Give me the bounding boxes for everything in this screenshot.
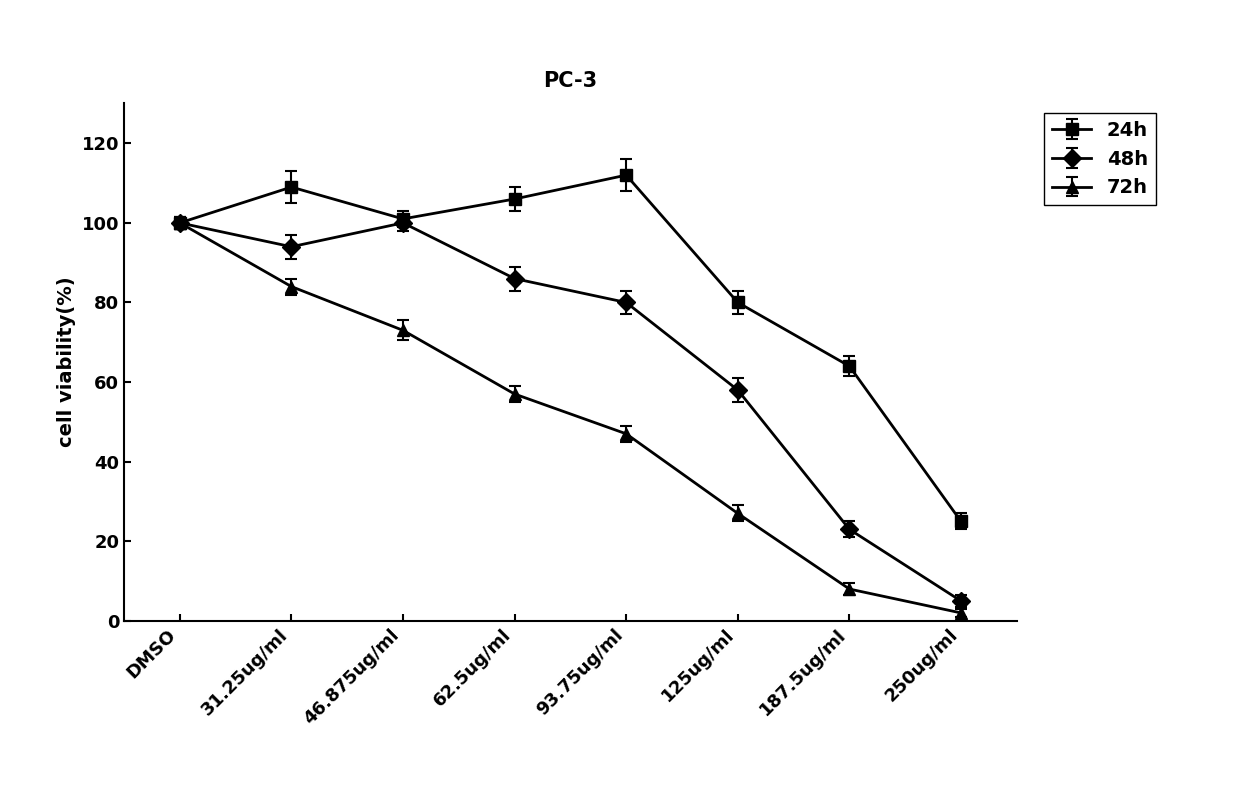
Legend: 24h, 48h, 72h: 24h, 48h, 72h (1044, 113, 1156, 205)
Title: PC-3: PC-3 (543, 71, 598, 91)
Y-axis label: cell viability(%): cell viability(%) (57, 277, 76, 447)
